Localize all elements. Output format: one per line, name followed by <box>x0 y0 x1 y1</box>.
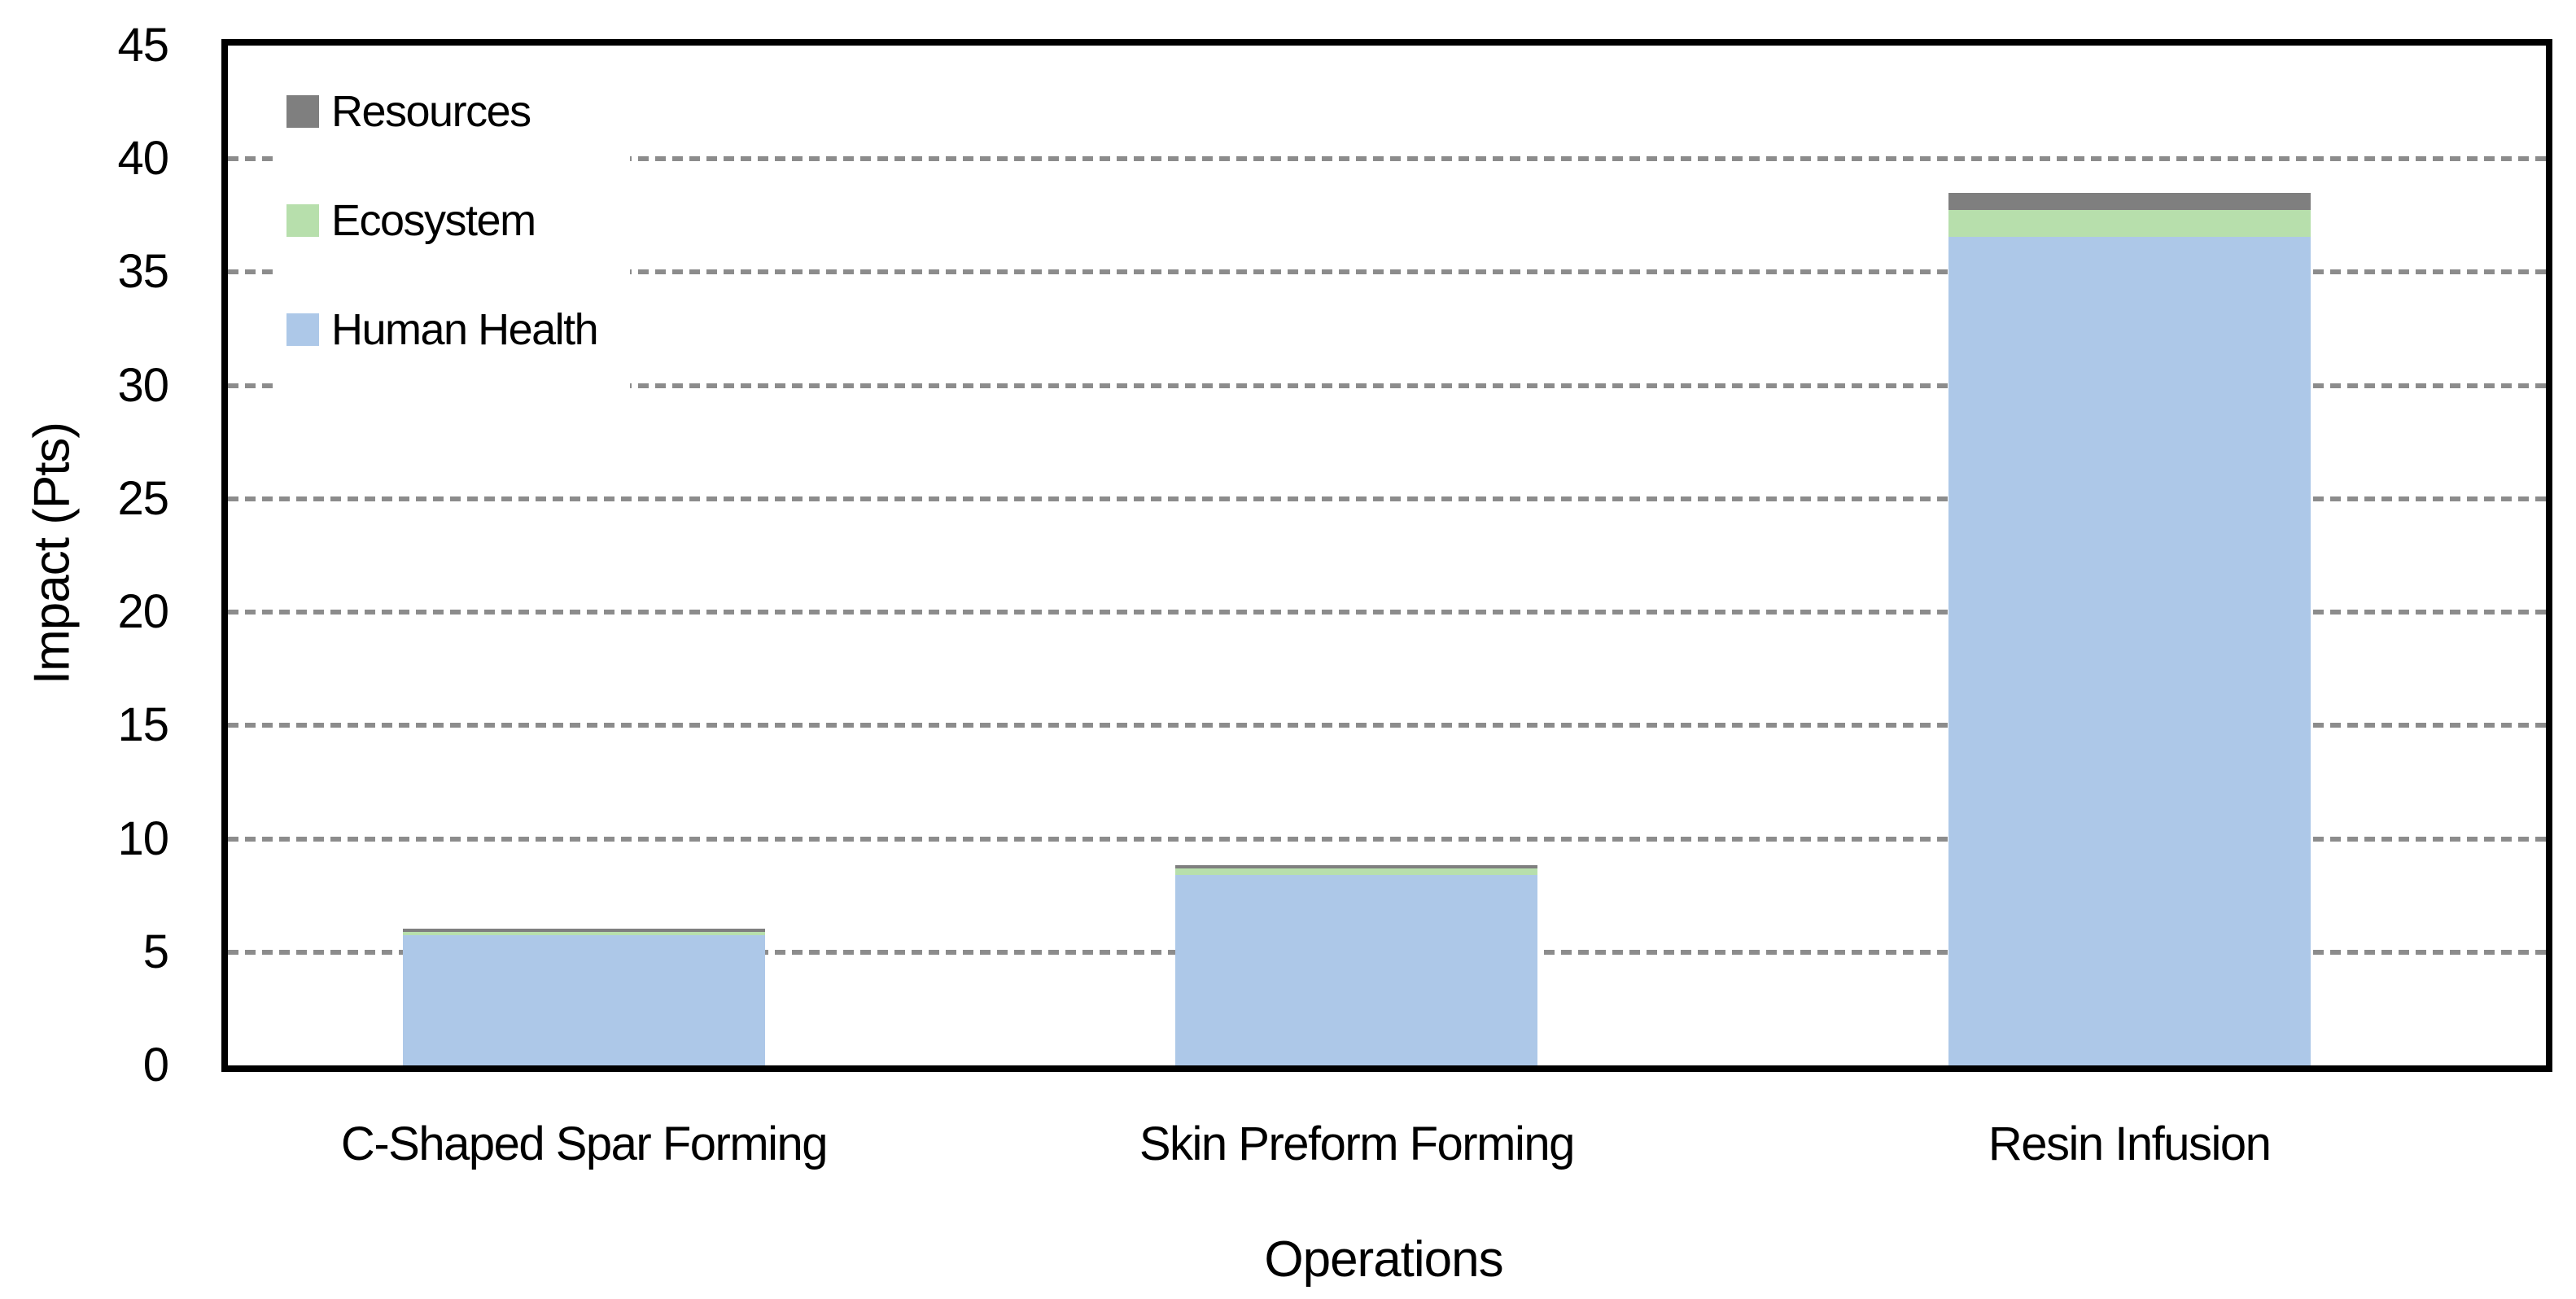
bar-segment-human-health <box>1175 875 1538 1065</box>
gridline-y-40 <box>228 156 2546 162</box>
x-axis-title: Operations <box>1264 1231 1503 1288</box>
bar-segment-ecosystem <box>1948 209 2311 238</box>
y-tick-label-25: 25 <box>117 471 169 525</box>
x-category-label-skin-preform-forming: Skin Preform Forming <box>1139 1117 1576 1170</box>
legend-label-resources: Resources <box>331 87 531 136</box>
legend-item-resources: Resources <box>286 86 597 137</box>
legend-label-ecosystem: Ecosystem <box>331 196 536 245</box>
y-tick-label-40: 40 <box>117 132 169 186</box>
y-axis-title: Impact (Pts) <box>24 422 81 685</box>
gridline-y-30 <box>228 383 2546 388</box>
bar-skin-preform-forming <box>1175 46 1538 1065</box>
legend-swatch-human-health <box>286 313 319 346</box>
y-tick-label-15: 15 <box>117 698 169 752</box>
gridline-y-10 <box>228 836 2546 842</box>
y-tick-label-0: 0 <box>142 1039 169 1091</box>
y-tick-label-10: 10 <box>117 811 169 865</box>
bar-segment-resources <box>1175 864 1538 868</box>
y-tick-label-45: 45 <box>117 19 169 72</box>
gridline-y-25 <box>228 496 2546 501</box>
y-tick-label-5: 5 <box>142 925 169 978</box>
y-tick-label-35: 35 <box>117 245 169 299</box>
x-category-label-resin-infusion: Resin Infusion <box>1988 1117 2272 1170</box>
legend-swatch-ecosystem <box>286 204 319 237</box>
legend-item-ecosystem: Ecosystem <box>286 195 597 246</box>
gridline-y-35 <box>228 269 2546 275</box>
y-tick-label-20: 20 <box>117 585 169 639</box>
legend-swatch-resources <box>286 95 319 128</box>
bar-c-shaped-spar-forming <box>403 46 765 1065</box>
bar-segment-ecosystem <box>403 931 765 935</box>
bar-segment-resources <box>403 928 765 932</box>
gridline-y-15 <box>228 723 2546 728</box>
x-category-label-c-shaped-spar-forming: C-Shaped Spar Forming <box>340 1117 829 1170</box>
legend-label-human-health: Human Health <box>331 305 599 354</box>
y-tick-label-30: 30 <box>117 358 169 412</box>
bar-resin-infusion <box>1948 46 2311 1065</box>
bar-segment-human-health <box>403 934 765 1065</box>
bar-segment-human-health <box>1948 237 2311 1065</box>
bar-segment-ecosystem <box>1175 868 1538 876</box>
legend-item-human-health: Human Health <box>286 304 599 355</box>
legend: Resources Ecosystem Human Health <box>273 52 631 389</box>
bar-segment-resources <box>1948 193 2311 210</box>
gridline-y-20 <box>228 610 2546 615</box>
